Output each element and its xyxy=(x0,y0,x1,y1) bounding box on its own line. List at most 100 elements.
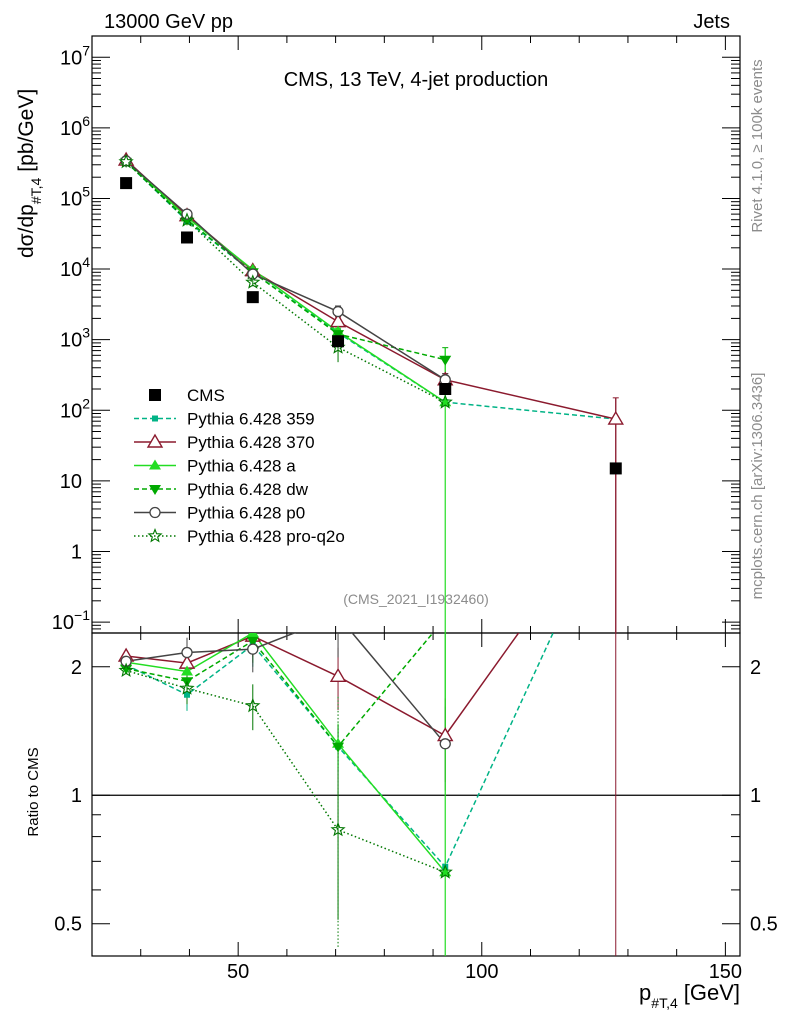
series-1-line xyxy=(125,159,616,420)
series-5-point xyxy=(118,153,134,169)
series-5-ratio-point xyxy=(330,821,346,837)
ratio-tick-label-right: 1 xyxy=(750,785,761,807)
series-2-line xyxy=(125,160,446,403)
series-3-point xyxy=(439,355,452,366)
y-tick-label: 105 xyxy=(60,183,90,210)
legend-marker xyxy=(149,459,161,470)
mcplots-label: mcplots.cern.ch [arXiv:1306.3436] xyxy=(749,373,766,600)
y-tick-label: 103 xyxy=(60,325,90,352)
y-tick-label: 107 xyxy=(60,42,90,69)
analysis-id: (CMS_2021_I1932460) xyxy=(343,591,489,607)
y-tick-label: 104 xyxy=(60,254,90,281)
series-5-ratio-line xyxy=(125,669,446,873)
series-4-ratio-point xyxy=(247,643,259,655)
y-axis-title-sub: #T,4 xyxy=(28,177,44,204)
header-right: Jets xyxy=(693,11,730,33)
legend: CMS Pythia 6.428 359 Pythia 6.428 370 Pythi… xyxy=(134,386,345,546)
legend-marker xyxy=(147,527,163,543)
series-5-ratio-point xyxy=(245,697,261,713)
cms-data-point xyxy=(609,462,622,475)
series-markers xyxy=(117,151,624,879)
y-axis-title: dσ/dp#T,4 [pb/GeV] xyxy=(15,89,44,258)
main-series-group xyxy=(125,159,616,420)
y-tick-label: 10−1 xyxy=(52,607,90,634)
ratio-error-group xyxy=(186,633,617,956)
legend-item: CMS xyxy=(149,386,225,405)
legend-marker xyxy=(152,415,158,422)
chart-title: CMS, 13 TeV, 4-jet production xyxy=(284,69,549,91)
ratio-tick-label: 1 xyxy=(71,785,82,807)
ratio-tick-label: 0.5 xyxy=(54,914,82,936)
error-bars xyxy=(184,211,619,956)
header-left: 13000 GeV pp xyxy=(104,11,233,33)
main-marker-group xyxy=(117,151,624,475)
rivet-label: Rivet 4.1.0, ≥ 100k events xyxy=(749,59,766,232)
cms-data-point xyxy=(120,177,133,190)
series-2-ratio-point xyxy=(246,633,259,637)
series-5-point xyxy=(437,394,453,409)
ratio-series-group xyxy=(125,633,554,873)
y-axis-title-main: dσ/dp xyxy=(15,204,38,258)
x-tick-label: 150 xyxy=(709,961,742,983)
cms-data-point xyxy=(332,335,345,348)
series-3-ratio-point xyxy=(246,636,259,647)
legend-label: Pythia 6.428 a xyxy=(187,457,296,476)
y-tick-label: 10 xyxy=(60,471,82,493)
legend-item: Pythia 6.428 dw xyxy=(134,480,309,499)
series-5-line xyxy=(125,161,446,403)
series-4-ratio-point xyxy=(181,646,193,659)
legend-item: Pythia 6.428 pro-q2o xyxy=(134,527,345,546)
series-5-point xyxy=(179,212,195,227)
y-tick-label: 102 xyxy=(60,395,90,422)
y-axis-title-unit: [pb/GeV] xyxy=(15,89,38,172)
series-0-ratio-point xyxy=(184,691,191,698)
series-3-point xyxy=(332,330,345,341)
x-axis-title-unit: [GeV] xyxy=(684,980,740,1005)
series-5-point xyxy=(245,274,261,289)
series-3-line xyxy=(125,161,446,361)
cms-data-point xyxy=(246,291,259,304)
ratio-plot-frame xyxy=(91,632,741,957)
series-1-point xyxy=(607,410,624,425)
cms-data-point xyxy=(439,383,452,396)
series-0-ratio-line xyxy=(125,633,554,869)
series-4-ratio-line xyxy=(125,633,446,745)
legend-label: Pythia 6.428 pro-q2o xyxy=(187,527,345,546)
series-4-point xyxy=(247,268,259,280)
series-3-ratio-point xyxy=(332,742,345,753)
legend-item: Pythia 6.428 a xyxy=(134,457,296,476)
legend-label: Pythia 6.428 p0 xyxy=(187,504,305,523)
ratio-axis-title: Ratio to CMS xyxy=(25,747,42,836)
ratio-tick-label: 2 xyxy=(71,657,82,679)
series-3-ratio-line xyxy=(125,633,434,748)
x-axis-title-sub: #T,4 xyxy=(651,995,678,1011)
cms-data-point xyxy=(181,231,194,244)
legend-label: Pythia 6.428 dw xyxy=(187,480,309,499)
ratio-marker-group xyxy=(117,633,454,879)
series-0-line xyxy=(125,161,616,420)
legend-marker xyxy=(146,433,164,448)
series-4-ratio-point xyxy=(120,655,132,667)
series-5-ratio-point xyxy=(437,864,453,879)
series-1-ratio-point xyxy=(329,667,347,682)
y-tick-label: 106 xyxy=(60,113,90,140)
series-5-ratio-point xyxy=(179,680,195,695)
axis-ticks: 50 100 150 10−1 1 10 102 103 104 105 106 107 0.5 0.5 1… xyxy=(52,35,778,983)
legend-marker xyxy=(149,506,161,519)
legend-item: Pythia 6.428 p0 xyxy=(134,504,305,523)
series-5-ratio-point xyxy=(118,662,134,678)
series-3-ratio-point xyxy=(120,664,133,675)
ratio-tick-label-right: 2 xyxy=(750,657,761,679)
x-axis-title: p#T,4 [GeV] xyxy=(639,980,740,1011)
x-tick-label: 100 xyxy=(465,961,498,983)
series-4-ratio-point xyxy=(439,738,451,750)
y-tick-label: 1 xyxy=(71,541,82,563)
x-axis-title-main: p xyxy=(639,980,651,1005)
series-4-point xyxy=(332,305,344,318)
series-4-line xyxy=(125,160,446,381)
legend-marker xyxy=(149,485,161,495)
legend-label: Pythia 6.428 359 xyxy=(187,410,315,429)
legend-label: Pythia 6.428 370 xyxy=(187,433,315,452)
legend-marker xyxy=(149,389,161,401)
